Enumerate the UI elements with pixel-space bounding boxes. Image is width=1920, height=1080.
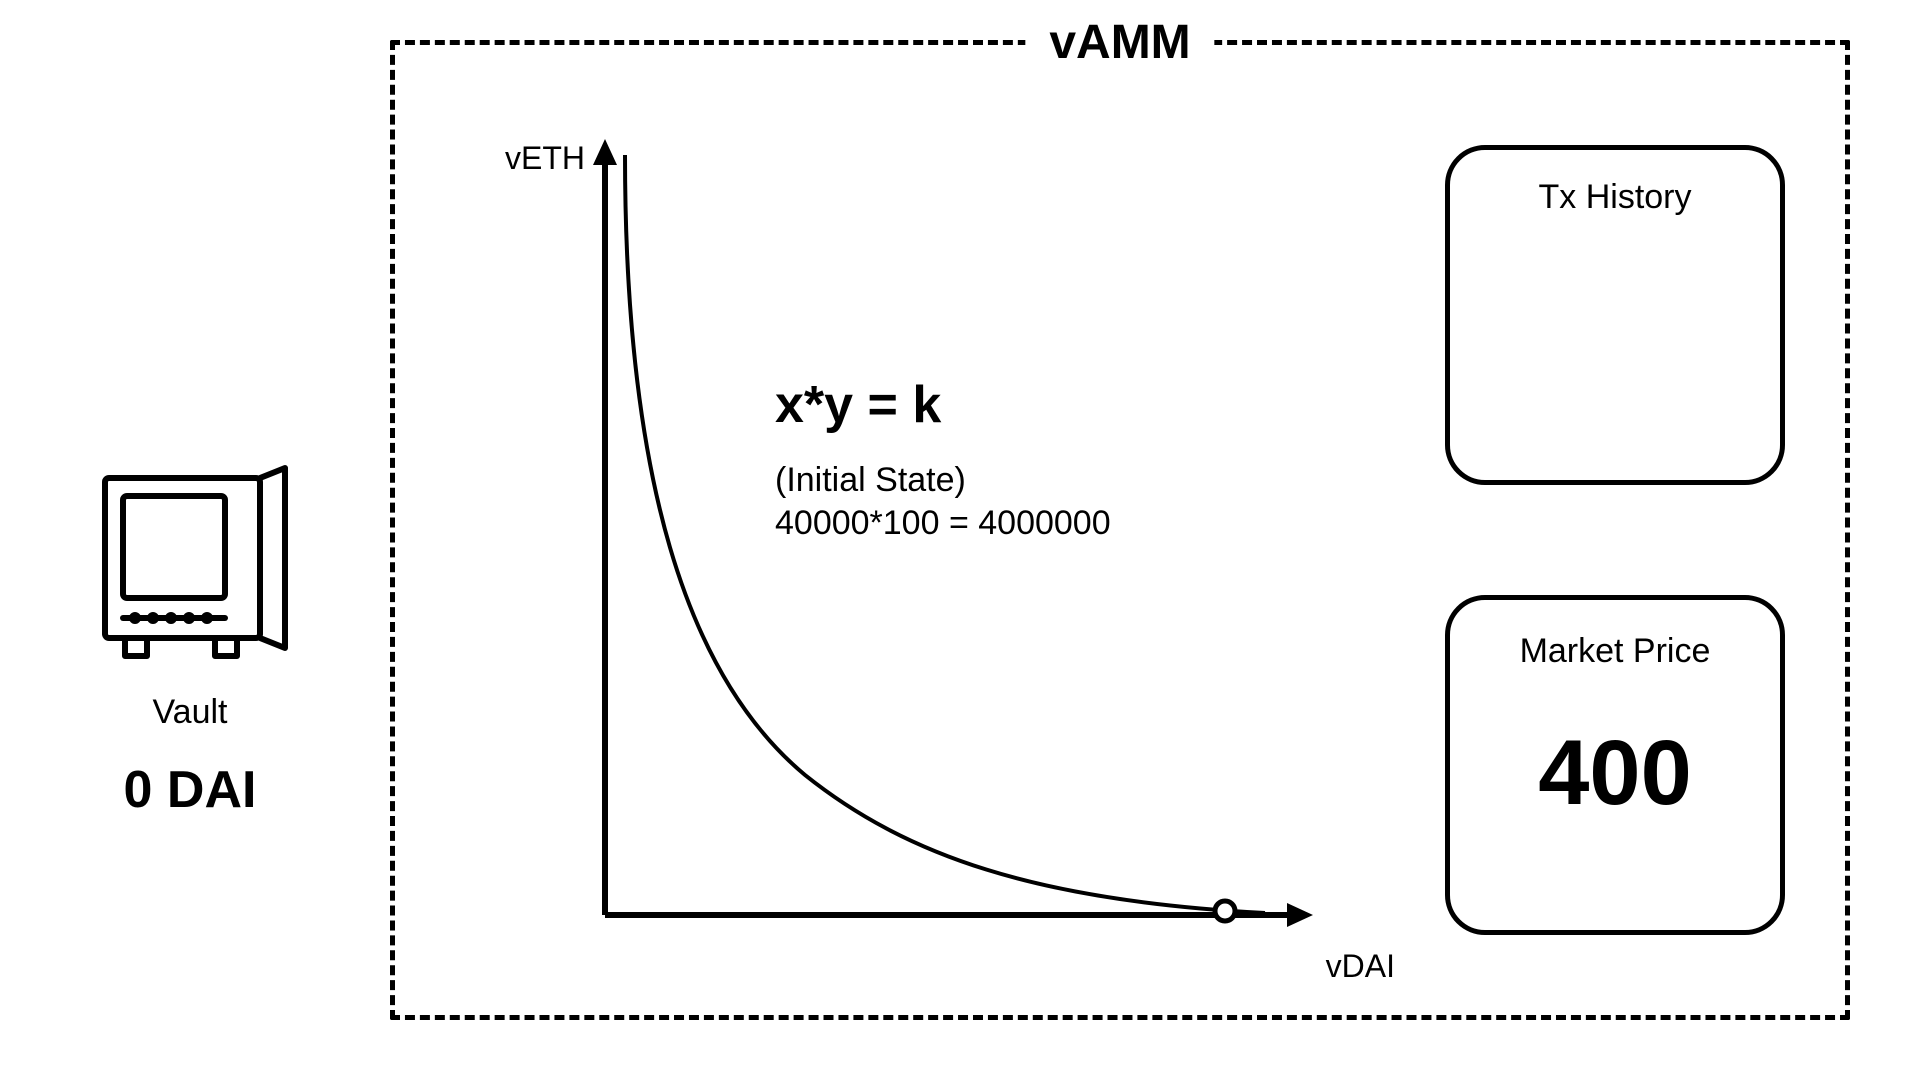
y-axis-label: vETH — [505, 140, 585, 177]
tx-history-title: Tx History — [1450, 178, 1780, 217]
vault-label: Vault — [50, 693, 330, 732]
market-price-value: 400 — [1450, 721, 1780, 826]
vamm-title: vAMM — [1025, 15, 1214, 70]
vault-panel: Vault 0 DAI — [50, 460, 330, 820]
formula-values: 40000*100 = 4000000 — [775, 504, 1111, 543]
vault-balance: 0 DAI — [50, 760, 330, 820]
bonding-curve-chart: vETH vDAI x*y = k — [475, 115, 1355, 975]
vault-open-safe-icon — [85, 460, 295, 675]
formula-block: x*y = k (Initial State) 40000*100 = 4000… — [775, 375, 1111, 543]
vamm-container: vAMM vETH vDAI — [390, 40, 1850, 1020]
bonding-curve-svg — [475, 115, 1355, 975]
formula-main: x*y = k — [775, 375, 1111, 435]
formula-state-label: (Initial State) — [775, 461, 1111, 500]
diagram-stage: Vault 0 DAI vAMM vETH — [50, 40, 1870, 1040]
market-price-card: Market Price 400 — [1445, 595, 1785, 935]
x-axis-label: vDAI — [1326, 948, 1395, 985]
market-price-title: Market Price — [1450, 632, 1780, 671]
tx-history-card: Tx History — [1445, 145, 1785, 485]
